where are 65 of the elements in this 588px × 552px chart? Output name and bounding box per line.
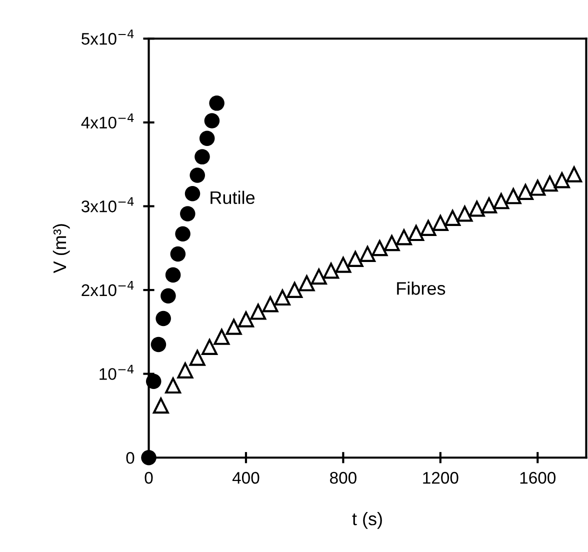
point	[204, 113, 220, 128]
point	[360, 246, 376, 262]
point	[190, 168, 206, 183]
point	[184, 186, 200, 202]
point	[481, 197, 498, 214]
point	[194, 149, 210, 164]
point	[274, 290, 290, 306]
point	[335, 256, 352, 273]
y-tick-label: 5x10$^{−4}$	[82, 30, 134, 45]
point	[420, 220, 436, 236]
point	[238, 311, 254, 328]
x-axis-title: t (s)	[352, 512, 382, 529]
point	[384, 235, 400, 252]
point	[298, 275, 315, 292]
point	[530, 180, 546, 196]
point	[468, 200, 485, 217]
x-tick-label: 400	[232, 472, 260, 484]
point	[372, 240, 388, 256]
point	[160, 288, 176, 304]
point	[262, 296, 278, 312]
point	[250, 304, 266, 320]
point	[554, 172, 570, 188]
x-tick-label: 1600	[520, 472, 556, 484]
point	[165, 267, 181, 283]
point	[493, 193, 510, 210]
point	[517, 184, 534, 200]
point	[456, 206, 473, 222]
point	[286, 282, 303, 298]
point	[199, 130, 215, 146]
series-label: Rutile	[210, 190, 255, 204]
point	[323, 262, 340, 279]
point	[170, 246, 186, 262]
point	[408, 225, 424, 242]
x-tick-label: 800	[330, 472, 356, 484]
point	[444, 210, 461, 226]
point	[432, 214, 448, 231]
point	[202, 339, 218, 355]
point	[347, 251, 364, 268]
point	[165, 378, 182, 394]
y-axis-title: V (m³)	[52, 224, 70, 274]
point	[175, 226, 190, 242]
point	[150, 336, 166, 352]
point	[566, 166, 582, 182]
point	[209, 96, 224, 111]
series-label: Fibres	[397, 282, 446, 295]
point	[310, 268, 327, 285]
point	[189, 350, 206, 366]
point	[152, 398, 169, 414]
y-tick-label: 10$^{−4}$	[100, 364, 134, 380]
point	[396, 229, 412, 246]
x-tick-label: 0	[144, 472, 153, 484]
point	[177, 362, 194, 378]
point	[141, 450, 156, 466]
point	[542, 176, 558, 192]
point	[156, 310, 171, 326]
x-tick-label: 1200	[423, 472, 458, 484]
y-tick-label: 2x10$^{−4}$	[82, 281, 134, 296]
y-tick-label: 3x10$^{−4}$	[82, 197, 134, 212]
y-tick-label: 0	[126, 452, 134, 464]
point	[505, 188, 522, 204]
point	[180, 206, 196, 222]
point	[146, 374, 162, 389]
point	[226, 318, 242, 335]
point	[214, 328, 230, 345]
y-tick-label: 4x10$^{−4}$	[81, 113, 134, 129]
